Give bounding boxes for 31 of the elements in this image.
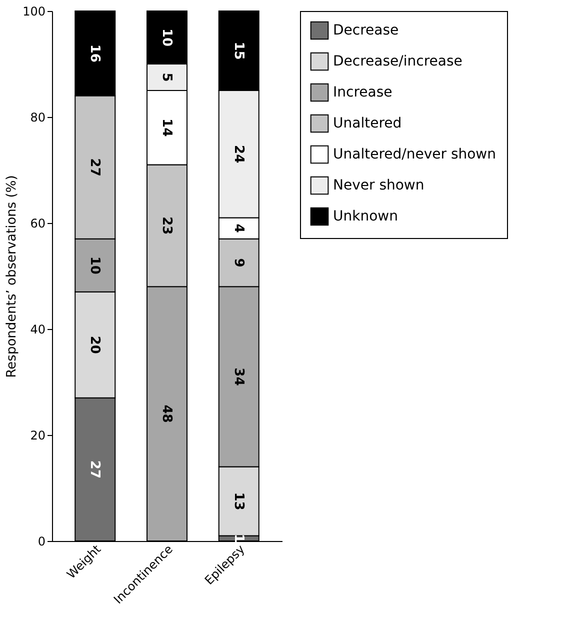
data-label: 27 bbox=[87, 460, 102, 478]
legend-label: Unaltered bbox=[333, 116, 402, 132]
legend-label: Unaltered/never shown bbox=[333, 146, 496, 162]
data-label: 16 bbox=[87, 44, 102, 62]
legend-label: Unknown bbox=[333, 208, 398, 224]
data-label: 27 bbox=[87, 158, 102, 176]
y-tick-label: 80 bbox=[30, 110, 46, 124]
data-label: 10 bbox=[159, 28, 174, 47]
legend-label: Decrease bbox=[333, 22, 399, 38]
y-tick-label: 60 bbox=[30, 216, 46, 230]
legend-label: Increase bbox=[333, 84, 392, 100]
data-label: 10 bbox=[87, 256, 102, 274]
data-label: 23 bbox=[159, 216, 174, 235]
legend-label: Decrease/increase bbox=[333, 54, 462, 70]
y-tick-label: 40 bbox=[30, 322, 46, 336]
data-label: 48 bbox=[159, 404, 174, 423]
data-label: 9 bbox=[230, 258, 246, 268]
legend-label: Never shown bbox=[333, 178, 424, 194]
data-label: 24 bbox=[230, 145, 246, 164]
data-label: 14 bbox=[159, 118, 174, 137]
data-label: 15 bbox=[230, 42, 246, 60]
y-tick-label: 0 bbox=[38, 534, 46, 548]
y-axis-title: Respondents’ observations (%) bbox=[4, 175, 20, 378]
y-tick-label: 100 bbox=[22, 4, 46, 18]
data-label: 20 bbox=[87, 336, 102, 354]
data-label: 4 bbox=[230, 224, 246, 233]
data-label: 13 bbox=[230, 492, 246, 510]
data-label: 5 bbox=[159, 72, 174, 82]
data-label: 34 bbox=[230, 368, 246, 386]
data-label: 1 bbox=[230, 534, 246, 543]
y-tick-label: 20 bbox=[30, 428, 46, 442]
